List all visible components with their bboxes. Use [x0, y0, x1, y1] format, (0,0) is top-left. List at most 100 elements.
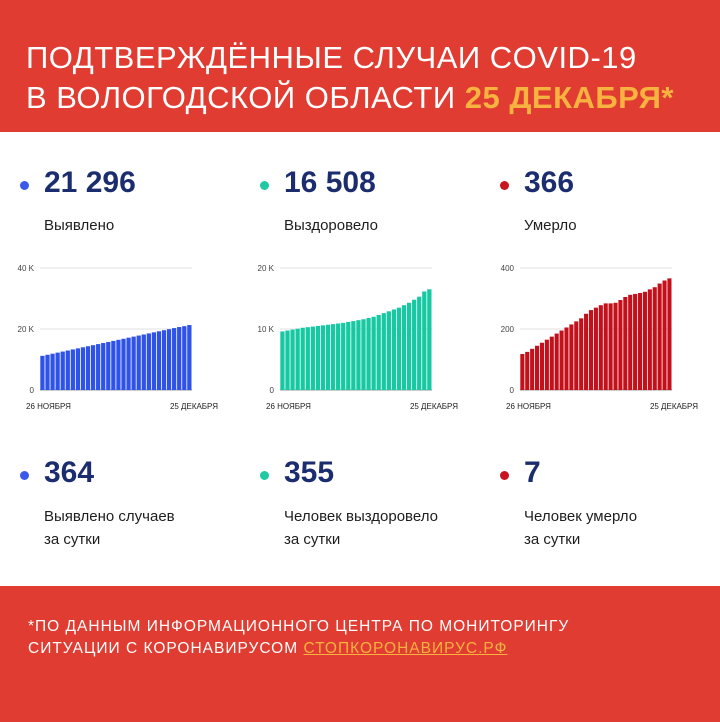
bar	[657, 283, 662, 390]
bar	[647, 289, 652, 390]
bar	[336, 323, 341, 390]
bar	[642, 291, 647, 390]
daily-detected-value: 364	[44, 456, 95, 489]
bar	[598, 305, 603, 390]
x-end-label: 25 ДЕКАБРЯ	[170, 402, 218, 411]
x-end-label: 25 ДЕКАБРЯ	[650, 402, 698, 411]
chart-recovered-svg: 20 K 10 K 0 26 НОЯБРЯ 25 ДЕКАБРЯ	[258, 264, 459, 411]
total-recovered-label: Выздоровело	[284, 217, 379, 234]
bar	[151, 332, 157, 390]
bar	[55, 352, 60, 390]
bar	[530, 348, 535, 390]
bar	[310, 326, 315, 390]
bar	[166, 329, 172, 390]
bar	[315, 325, 321, 390]
bar	[628, 294, 633, 390]
bar	[564, 327, 569, 390]
y-tick-label: 20 K	[18, 325, 35, 334]
bar	[121, 338, 126, 390]
source-note-line2: СИТУАЦИИ С КОРОНАВИРУСОМ СТОПКОРОНАВИРУС…	[28, 638, 569, 660]
bar	[525, 351, 530, 390]
x-start-label: 26 НОЯБРЯ	[266, 402, 311, 411]
daily-deaths-label-2: за сутки	[524, 531, 581, 548]
total-detected-value: 21 296	[44, 166, 136, 199]
bar	[85, 346, 91, 390]
daily-detected: 364 Выявлено случаев за сутки	[20, 456, 240, 558]
x-start-label: 26 НОЯБРЯ	[506, 402, 551, 411]
bar	[662, 280, 667, 390]
bar	[116, 339, 121, 390]
bar	[305, 327, 310, 390]
bar	[569, 324, 574, 390]
bar	[90, 345, 96, 390]
red-dot-icon	[500, 181, 509, 190]
bar	[603, 303, 608, 390]
bar	[401, 305, 407, 390]
bar	[417, 296, 422, 390]
green-dot-icon	[260, 471, 269, 480]
daily-detected-label-2: за сутки	[44, 531, 101, 548]
bar	[652, 287, 657, 390]
blue-dot-icon	[20, 471, 29, 480]
bar	[574, 321, 579, 390]
total-detected: 21 296 Выявлено	[20, 166, 220, 246]
bar	[346, 321, 351, 390]
bar	[177, 327, 182, 390]
bar	[391, 309, 397, 390]
bar	[131, 336, 136, 390]
y-tick-label: 40 K	[18, 264, 35, 273]
bar	[111, 340, 116, 390]
bar	[141, 334, 146, 390]
bar	[593, 307, 598, 390]
bar	[182, 326, 187, 390]
source-link[interactable]: СТОПКОРОНАВИРУС.РФ	[303, 640, 508, 657]
bar	[608, 303, 613, 390]
bar	[300, 327, 305, 390]
bar	[50, 353, 55, 390]
bar	[559, 330, 564, 390]
chart-detected-svg: 40 K 20 K 0 26 НОЯБРЯ 25 ДЕКАБРЯ	[18, 264, 219, 411]
source-note-text: СИТУАЦИИ С КОРОНАВИРУСОМ	[28, 640, 299, 657]
daily-recovered-value: 355	[284, 456, 335, 489]
red-dot-icon	[500, 471, 509, 480]
bar	[381, 313, 386, 390]
y-tick-label: 200	[501, 325, 515, 334]
page-title-line1: ПОДТВЕРЖДЁННЫЕ СЛУЧАИ COVID-19	[26, 40, 637, 75]
bar	[584, 313, 589, 390]
bar	[376, 314, 381, 390]
total-recovered-value: 16 508	[284, 166, 376, 199]
daily-recovered-label-2: за сутки	[284, 531, 341, 548]
bar	[40, 355, 45, 390]
bar	[386, 311, 391, 390]
region-text: В ВОЛОГОДСКОЙ ОБЛАСТИ	[26, 80, 456, 115]
bar	[290, 329, 295, 390]
bar	[396, 307, 402, 390]
bar	[422, 291, 427, 390]
bar	[366, 318, 371, 390]
bar	[136, 335, 141, 390]
bar	[70, 349, 75, 390]
x-end-label: 25 ДЕКАБРЯ	[410, 402, 458, 411]
bar	[613, 302, 618, 390]
bar	[406, 302, 412, 390]
daily-detected-label-1: Выявлено случаев	[44, 508, 175, 525]
bar	[161, 330, 167, 390]
bar	[633, 293, 638, 390]
bar	[371, 316, 376, 390]
bar	[146, 333, 151, 390]
bar	[520, 354, 525, 390]
bar	[187, 325, 192, 390]
bar	[539, 342, 545, 390]
bar	[356, 320, 361, 390]
y-tick-label: 0	[510, 386, 515, 395]
y-tick-label: 0	[30, 386, 35, 395]
y-tick-label: 0	[270, 386, 275, 395]
bar	[579, 318, 584, 390]
bar	[623, 296, 628, 390]
chart-deaths-svg: 400 200 0 26 НОЯБРЯ 25 ДЕКАБРЯ	[501, 264, 699, 411]
bar	[588, 310, 594, 390]
bar	[341, 322, 346, 390]
bar	[285, 330, 290, 390]
date-highlight: 25 ДЕКАБРЯ*	[464, 80, 674, 115]
bar	[80, 347, 86, 390]
